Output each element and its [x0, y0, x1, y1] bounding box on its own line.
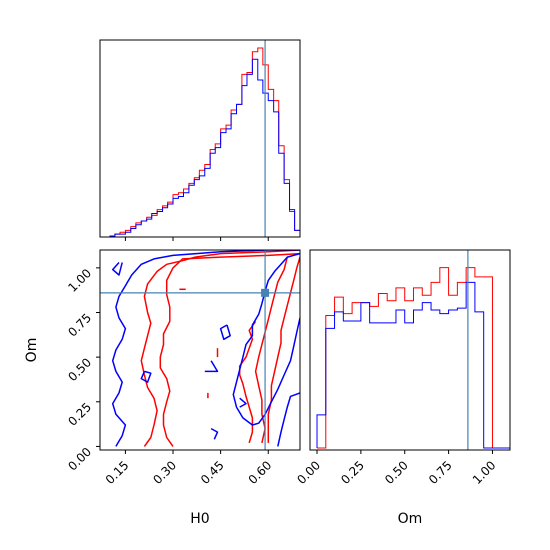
- om-hist-blue-series: [316, 281, 510, 449]
- om-ytick-label-4: 1.00: [65, 266, 94, 295]
- h0-marginal-histogram-panel: [99, 39, 301, 241]
- h0-xtick-label-1: 0.30: [150, 458, 179, 487]
- red-contour-4: [238, 320, 257, 444]
- blue-contour-1: [111, 262, 123, 276]
- blue-contour-4: [219, 324, 231, 341]
- joint-contours-group: [111, 250, 300, 447]
- h0-xtick-label-0: 0.15: [103, 458, 132, 487]
- blue-contour-0: [111, 250, 300, 447]
- blue-contour-2: [232, 252, 300, 426]
- h0-hist-red-series: [109, 47, 300, 237]
- red-contour-2: [267, 256, 300, 443]
- om-hist-red-series: [317, 267, 510, 449]
- xlabel-h0: H0: [190, 511, 209, 527]
- om-ytick-label-1: 0.25: [65, 400, 94, 429]
- xlabel-om: Om: [398, 511, 423, 527]
- om-xtick-label-1: 0.25: [338, 458, 367, 487]
- om-ytick-label-3: 0.75: [65, 311, 94, 340]
- ylabel-om: Om: [24, 338, 40, 363]
- om-ytick-label-2: 0.50: [65, 355, 94, 384]
- om-hist-frame: [309, 249, 511, 451]
- blue-contour-3: [277, 392, 300, 447]
- h0-om-contour-panel: 0.15 0.30 0.45 0.60 0.00 0.25 0.50 0.75 1.00: [65, 249, 301, 487]
- h0-xtick-label-2: 0.45: [198, 458, 227, 487]
- h0-hist-blue-series: [109, 58, 300, 237]
- joint-frame: [99, 249, 301, 451]
- blue-contour-5: [140, 370, 152, 383]
- joint-truth-marker: [261, 288, 270, 297]
- om-ytick-label-0: 0.00: [65, 445, 94, 474]
- red-contour-3: [254, 256, 289, 444]
- blue-contour-6: [204, 360, 219, 373]
- blue-contour-8: [210, 427, 219, 440]
- om-xtick-label-2: 0.50: [382, 458, 411, 487]
- h0-xtick-label-3: 0.60: [246, 458, 275, 487]
- blue-contour-7: [239, 397, 247, 408]
- om-xtick-label-4: 1.00: [470, 458, 499, 487]
- red-contour-0: [140, 250, 300, 447]
- om-xtick-label-0: 0.00: [294, 458, 323, 487]
- om-marginal-histogram-panel: 0.00 0.25 0.50 0.75 1.00: [294, 249, 511, 487]
- h0-hist-frame: [99, 39, 301, 238]
- red-contour-1: [159, 252, 300, 447]
- om-xtick-label-3: 0.75: [426, 458, 455, 487]
